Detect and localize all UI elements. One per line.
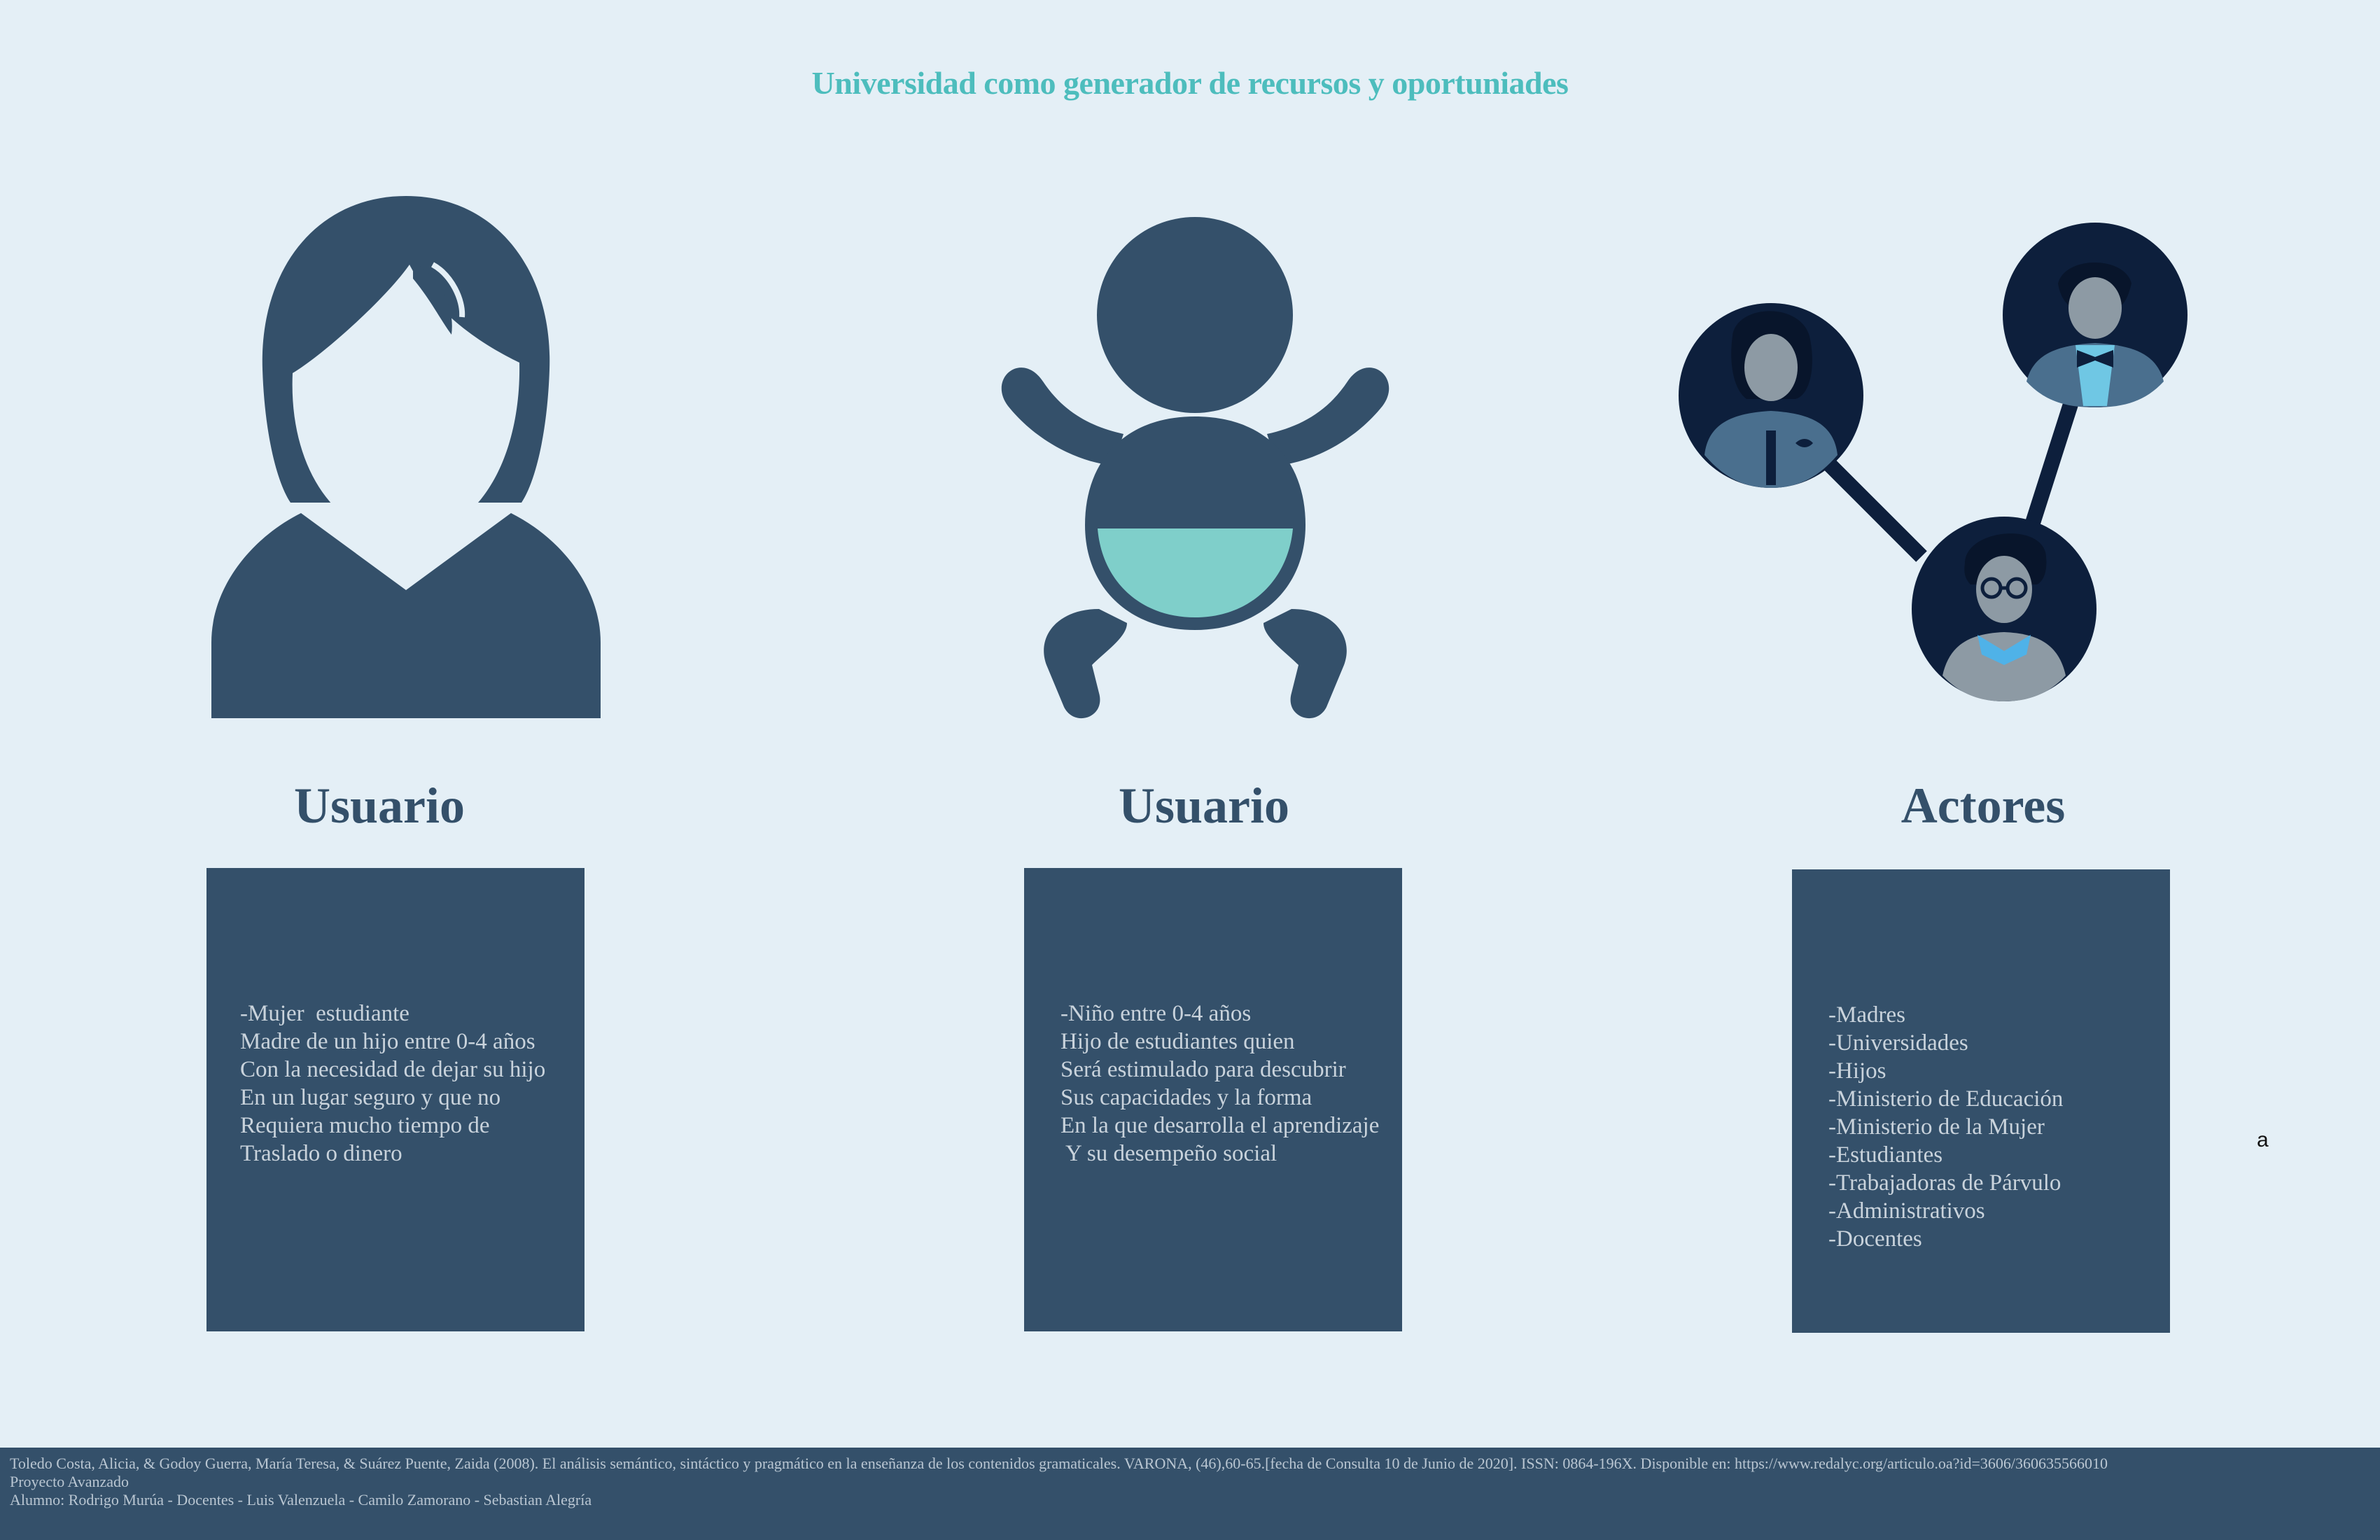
list-item: -Ministerio de la Mujer <box>1828 1114 2045 1140</box>
footer-citation: Toledo Costa, Alicia, & Godoy Guerra, Ma… <box>10 1455 2108 1472</box>
list-item: -Trabajadoras de Párvulo <box>1828 1170 2062 1196</box>
list-item: -Hijos <box>1828 1058 1886 1084</box>
list-item: -Madres <box>1828 1002 1905 1028</box>
heading-child-user: Usuario <box>1118 778 1290 834</box>
list-item: Requiera mucho tiempo de <box>240 1113 490 1138</box>
footer-project: Proyecto Avanzado <box>10 1473 130 1490</box>
list-item: -Administrativos <box>1828 1198 1985 1224</box>
list-item: Madre de un hijo entre 0-4 años <box>240 1029 536 1054</box>
man-avatar-icon <box>2003 223 2188 407</box>
glasses-avatar-icon <box>1912 517 2096 701</box>
list-item: Será estimulado para descubrir <box>1060 1057 1346 1082</box>
list-item: Traslado o dinero <box>240 1141 402 1166</box>
footer-credits: Alumno: Rodrigo Murúa - Docentes - Luis … <box>10 1491 592 1508</box>
list-item: Hijo de estudiantes quien <box>1060 1029 1295 1054</box>
list-item: Y su desempeño social <box>1060 1141 1278 1166</box>
list-item: Con la necesidad de dejar su hijo <box>240 1057 546 1082</box>
list-item: -Docentes <box>1828 1226 1922 1252</box>
footer: Toledo Costa, Alicia, & Godoy Guerra, Ma… <box>0 1448 2380 1540</box>
baby-silhouette-icon <box>1001 217 1390 719</box>
people-network-icon <box>1679 223 2188 701</box>
stray-text: a <box>2257 1128 2269 1152</box>
heading-woman-user: Usuario <box>293 778 465 834</box>
list-item: -Universidades <box>1828 1030 1968 1056</box>
list-item: -Mujer estudiante <box>240 1001 410 1026</box>
card-child-user: -Niño entre 0-4 años Hijo de estudiantes… <box>1024 868 1402 1331</box>
list-item: En un lugar seguro y que no <box>240 1085 501 1110</box>
card-woman-user: -Mujer estudiante Madre de un hijo entre… <box>206 868 584 1331</box>
woman-silhouette-icon <box>211 196 601 718</box>
list-item: -Niño entre 0-4 años <box>1060 1001 1252 1026</box>
heading-actors: Actores <box>1900 778 2066 834</box>
list-item: -Estudiantes <box>1828 1142 1943 1168</box>
page-title: Universidad como generador de recursos y… <box>811 65 1569 101</box>
list-item: -Ministerio de Educación <box>1828 1086 2064 1112</box>
list-item: Sus capacidades y la forma <box>1060 1085 1312 1110</box>
woman-avatar-icon <box>1679 303 1863 488</box>
card-actors: -Madres -Universidades -Hijos -Ministeri… <box>1792 869 2170 1333</box>
list-item: En la que desarrolla el aprendizaje <box>1060 1113 1380 1138</box>
